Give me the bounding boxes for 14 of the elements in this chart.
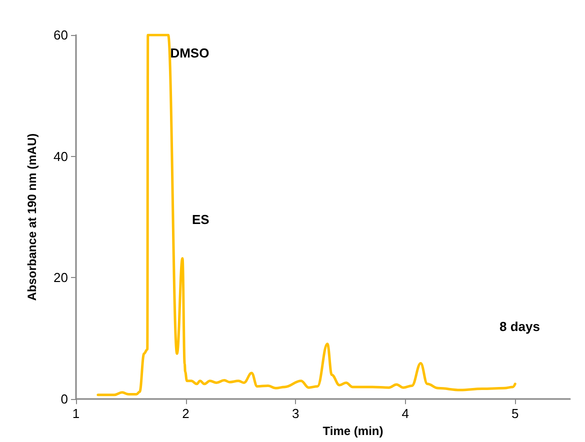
x-tick-label: 3 [292,406,300,422]
x-tick-label: 4 [402,406,409,422]
x-axis-title: Time (min) [322,424,384,438]
y-axis-title: Absorbance at 190 nm (mAU) [25,133,39,301]
y-tick-label: 20 [54,270,68,286]
y-tick-label: 60 [54,28,68,42]
annotation: 8 days [500,319,540,334]
annotation: ES [192,212,210,227]
y-tick-label: 0 [60,392,68,407]
annotation: DMSO [170,46,210,61]
x-tick-label: 2 [182,406,190,422]
x-tick-label: 5 [511,406,519,422]
x-tick-label: 1 [72,406,80,422]
y-tick-label: 40 [54,148,68,164]
